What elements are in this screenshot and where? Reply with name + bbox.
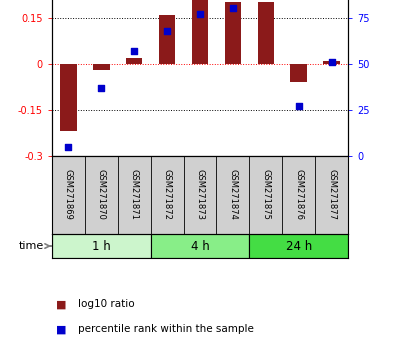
Bar: [151, 234, 249, 258]
Bar: [249, 234, 348, 258]
Text: ■: ■: [56, 324, 66, 334]
Text: time: time: [19, 241, 44, 251]
Bar: [192, 0, 208, 64]
Bar: [60, 64, 77, 131]
Text: ■: ■: [56, 299, 66, 309]
Point: [164, 28, 170, 33]
Text: GSM271869: GSM271869: [64, 169, 73, 220]
Text: log10 ratio: log10 ratio: [78, 299, 135, 309]
Point: [98, 85, 104, 91]
Text: 1 h: 1 h: [92, 240, 111, 252]
Text: GSM271872: GSM271872: [163, 169, 172, 220]
Bar: [159, 15, 175, 64]
Bar: [126, 58, 142, 64]
Text: 24 h: 24 h: [286, 240, 312, 252]
Bar: [290, 64, 307, 82]
Text: GSM271874: GSM271874: [228, 169, 237, 220]
Point: [296, 103, 302, 109]
Text: GSM271877: GSM271877: [327, 169, 336, 220]
Text: GSM271873: GSM271873: [196, 169, 204, 220]
Text: GSM271870: GSM271870: [97, 169, 106, 220]
Bar: [225, 2, 241, 64]
Text: GSM271875: GSM271875: [261, 169, 270, 220]
Bar: [323, 61, 340, 64]
Point: [131, 48, 138, 54]
Text: 4 h: 4 h: [191, 240, 209, 252]
Text: percentile rank within the sample: percentile rank within the sample: [78, 324, 254, 334]
Text: GSM271876: GSM271876: [294, 169, 303, 220]
Point: [197, 11, 203, 17]
Bar: [93, 64, 110, 70]
Point: [230, 6, 236, 11]
Bar: [258, 2, 274, 64]
Point: [328, 59, 335, 65]
Bar: [52, 234, 151, 258]
Point: [65, 144, 72, 149]
Text: GSM271871: GSM271871: [130, 169, 139, 220]
